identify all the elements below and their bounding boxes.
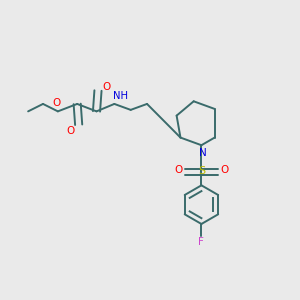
Text: O: O: [102, 82, 110, 92]
Text: O: O: [52, 98, 61, 108]
Text: O: O: [220, 165, 228, 175]
Text: NH: NH: [113, 91, 128, 100]
Text: F: F: [199, 237, 204, 248]
Text: N: N: [199, 148, 207, 158]
Text: O: O: [174, 165, 183, 175]
Text: S: S: [198, 166, 205, 176]
Text: O: O: [66, 126, 74, 136]
